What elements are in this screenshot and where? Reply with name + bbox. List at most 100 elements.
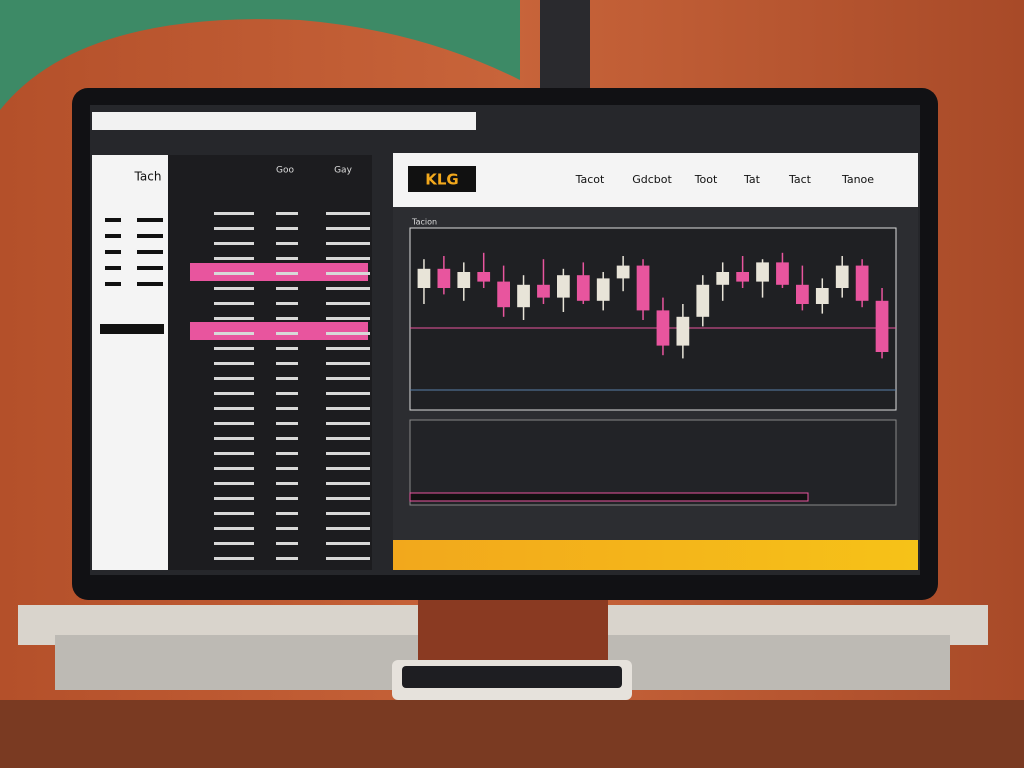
- candle-body: [736, 272, 749, 282]
- row-cell: [276, 512, 298, 515]
- candle-body: [437, 268, 451, 288]
- row-cell: [276, 482, 298, 485]
- row-cell: [214, 332, 254, 335]
- row-cell: [276, 362, 298, 365]
- row-cell: [276, 332, 298, 335]
- row-cell: [326, 407, 370, 410]
- nav-item[interactable]: Tacot: [575, 173, 605, 186]
- progress-bar: [409, 492, 809, 502]
- candle-body: [875, 300, 889, 352]
- row-cell: [276, 452, 298, 455]
- candle-body: [756, 262, 769, 282]
- row-cell: [326, 287, 370, 290]
- candle-body: [537, 284, 550, 298]
- row-cell: [326, 482, 370, 485]
- row-cell: [214, 347, 254, 350]
- row-cell: [276, 527, 298, 530]
- row-cell: [326, 437, 370, 440]
- candle-body: [815, 288, 829, 304]
- row-cell: [214, 497, 254, 500]
- desk: [0, 700, 1024, 768]
- row-cell: [214, 467, 254, 470]
- row-cell: [276, 497, 298, 500]
- candle-body: [477, 272, 491, 282]
- candle-body: [557, 275, 570, 298]
- candle-body: [517, 284, 530, 308]
- wall-post: [540, 0, 590, 90]
- row-cell: [214, 377, 254, 380]
- row-cell: [214, 227, 254, 230]
- leaf: [0, 0, 520, 110]
- nav-item[interactable]: Tact: [788, 173, 812, 186]
- left-panel: [92, 155, 168, 570]
- logo: KLG: [425, 171, 459, 189]
- row-cell: [214, 407, 254, 410]
- row-cell: [214, 212, 254, 215]
- candle-body: [636, 265, 650, 311]
- candle-body: [656, 310, 670, 346]
- left-title: Tach: [134, 170, 162, 184]
- footer-bar: [393, 540, 918, 570]
- row-cell: [276, 377, 298, 380]
- row-cell: [276, 212, 298, 215]
- row-cell: [326, 377, 370, 380]
- row-cell: [326, 422, 370, 425]
- row-cell: [326, 362, 370, 365]
- candle-body: [676, 316, 690, 346]
- row-cell: [214, 422, 254, 425]
- candle-body: [696, 284, 710, 317]
- row-cell: [276, 542, 298, 545]
- row-cell: [214, 362, 254, 365]
- candles: [417, 252, 889, 359]
- row-cell: [276, 272, 298, 275]
- candle-body: [855, 265, 869, 301]
- row-cell: [326, 392, 370, 395]
- candle-body: [497, 281, 510, 308]
- top-bar: [92, 112, 476, 130]
- row-cell: [326, 527, 370, 530]
- row-cell: [214, 242, 254, 245]
- row-cell: [276, 557, 298, 560]
- highlight-row[interactable]: [190, 322, 368, 340]
- row-cell: [214, 452, 254, 455]
- candle-body: [417, 268, 431, 288]
- lower-panel: [409, 419, 897, 506]
- left-menu: [100, 218, 164, 334]
- row-cell: [326, 227, 370, 230]
- candle-body: [596, 278, 610, 301]
- row-cell: [326, 467, 370, 470]
- candle-body: [616, 265, 630, 279]
- chart-label: Tacion: [411, 218, 437, 227]
- row-cell: [214, 542, 254, 545]
- row-cell: [214, 287, 254, 290]
- row-cell: [214, 437, 254, 440]
- row-cell: [326, 512, 370, 515]
- row-cell: [214, 557, 254, 560]
- row-cell: [276, 437, 298, 440]
- row-cell: [214, 392, 254, 395]
- row-cell: [326, 557, 370, 560]
- row-cell: [326, 347, 370, 350]
- row-cell: [326, 497, 370, 500]
- nav-item[interactable]: Tat: [743, 173, 761, 186]
- row-cell: [276, 347, 298, 350]
- row-cell: [326, 542, 370, 545]
- logo-box: [408, 166, 476, 192]
- base-top: [402, 666, 622, 688]
- row-cell: [276, 242, 298, 245]
- row-cell: [276, 407, 298, 410]
- monitor-neck: [418, 600, 608, 662]
- nav-item[interactable]: Gdcbot: [632, 173, 672, 186]
- nav-item[interactable]: Toot: [694, 173, 718, 186]
- row-cell: [326, 302, 370, 305]
- row-cell: [276, 227, 298, 230]
- row-cell: [276, 302, 298, 305]
- row-cell: [326, 332, 370, 335]
- candle-body: [576, 275, 590, 301]
- nav-item[interactable]: Tanoe: [841, 173, 874, 186]
- list-header: Gay: [334, 166, 352, 176]
- row-cell: [214, 317, 254, 320]
- candle-body: [776, 262, 789, 285]
